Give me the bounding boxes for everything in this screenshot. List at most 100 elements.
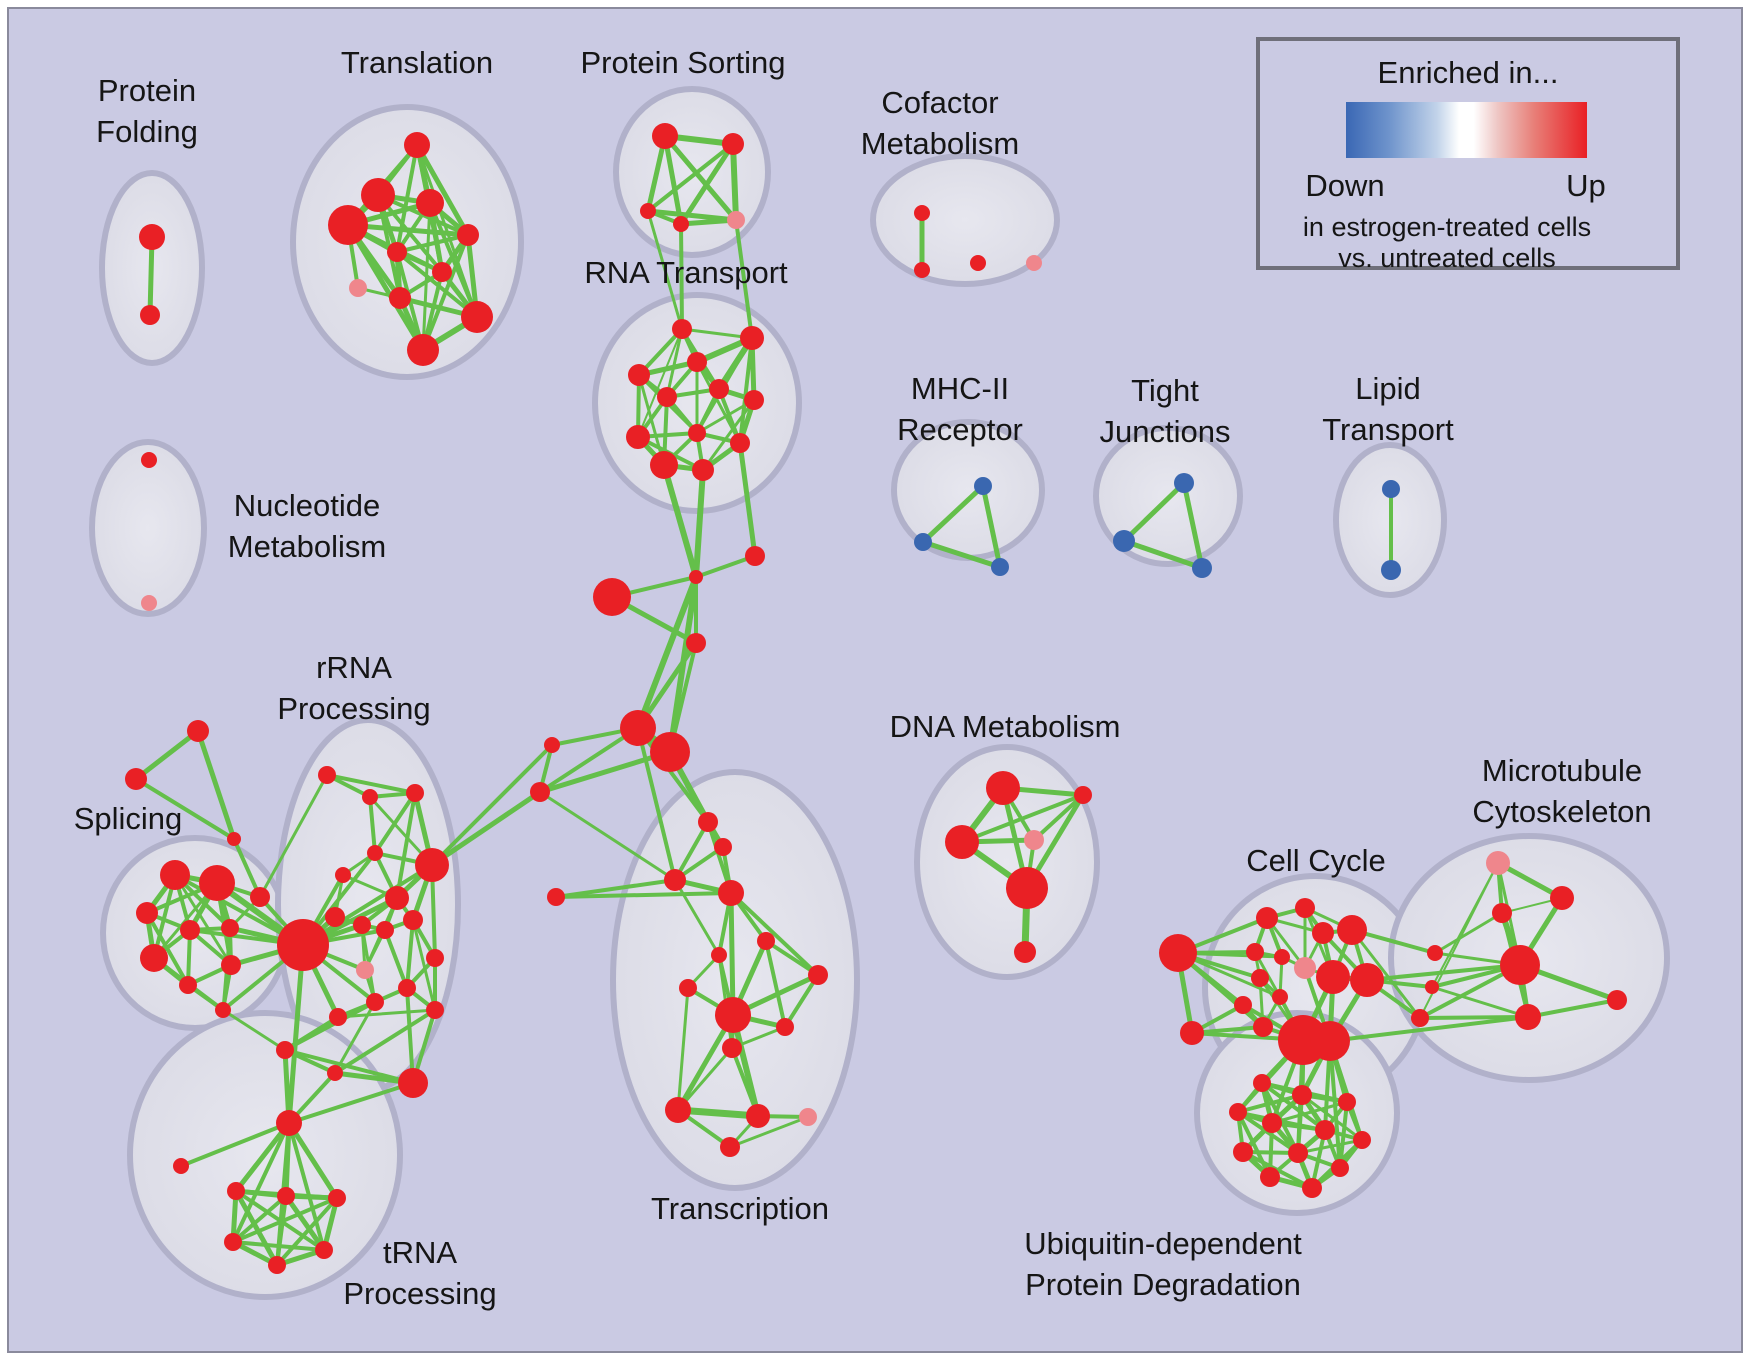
node-red	[416, 189, 444, 217]
node-red	[353, 916, 371, 934]
edge	[695, 398, 756, 435]
node-red	[1607, 990, 1627, 1010]
cluster-label-cofactor-metabolism: Cofactor	[881, 85, 998, 120]
node-red	[329, 1008, 347, 1026]
node-red	[746, 1104, 770, 1128]
node-blue	[974, 477, 992, 495]
cluster-ellipse-protein-sorting	[613, 86, 771, 258]
node-red	[722, 133, 744, 155]
node-pink	[727, 211, 745, 229]
node-red	[398, 1068, 428, 1098]
edge	[233, 1120, 292, 1194]
node-red	[687, 352, 707, 372]
edge	[662, 133, 739, 223]
cluster-label-rna-transport: RNA Transport	[584, 255, 788, 290]
node-red	[141, 452, 157, 468]
node-red	[376, 921, 394, 939]
edge	[1121, 480, 1187, 544]
node-red	[224, 1233, 242, 1251]
edge	[646, 209, 684, 331]
node-red	[1014, 941, 1036, 963]
node-blue	[991, 558, 1009, 576]
legend: Enriched in... Down Up in estrogen-treat…	[1256, 37, 1680, 273]
node-red	[403, 910, 423, 930]
edge	[738, 336, 754, 445]
node-red	[315, 1241, 333, 1259]
legend-up-label: Up	[1566, 168, 1606, 203]
edge	[730, 1046, 760, 1118]
edge	[646, 142, 735, 213]
cluster-label-cell-cycle: Cell Cycle	[1246, 843, 1386, 878]
node-red	[1246, 943, 1264, 961]
node-red	[221, 955, 241, 975]
edge	[764, 939, 820, 977]
edge	[231, 1194, 288, 1244]
node-red	[657, 387, 677, 407]
node-red	[136, 902, 158, 924]
cluster-label-dna-metabolism: DNA Metabolism	[890, 709, 1121, 744]
node-red	[808, 965, 828, 985]
node-red	[406, 784, 424, 802]
node-red	[426, 1001, 444, 1019]
node-red	[1425, 980, 1439, 994]
node-red	[250, 887, 270, 907]
node-red	[1515, 1004, 1541, 1030]
node-red	[757, 932, 775, 950]
node-red	[361, 178, 395, 212]
edge	[231, 1121, 291, 1244]
edge	[405, 918, 415, 990]
node-red	[688, 424, 706, 442]
node-red	[1492, 903, 1512, 923]
edge	[537, 749, 673, 795]
node-red	[1295, 898, 1315, 918]
node-red	[1074, 786, 1092, 804]
node-red	[1427, 945, 1443, 961]
edge	[430, 743, 554, 867]
node-red	[325, 907, 345, 927]
edge	[678, 141, 736, 227]
node-red	[1262, 1113, 1282, 1133]
node-red	[740, 326, 764, 350]
node-red	[328, 205, 368, 245]
edge	[1300, 1093, 1364, 1142]
node-blue	[1192, 558, 1212, 578]
node-red	[986, 771, 1020, 805]
edge	[233, 1188, 280, 1268]
cluster-label-rrna-processing: rRNA	[316, 650, 392, 685]
node-red	[1312, 922, 1334, 944]
edge	[729, 891, 820, 977]
cluster-label-mhc-ii-receptor: Receptor	[897, 412, 1023, 447]
edge	[673, 820, 710, 882]
cluster-label-protein-folding: Folding	[96, 114, 198, 149]
edge	[635, 574, 699, 731]
node-red	[367, 845, 383, 861]
cluster-label-microtubule-cytoskeleton: Microtubule	[1482, 753, 1642, 788]
node-red	[389, 287, 411, 309]
edge	[373, 791, 417, 855]
node-red	[650, 732, 690, 772]
node-red	[776, 1018, 794, 1036]
node-red	[179, 976, 197, 994]
edge	[258, 773, 329, 899]
edge	[737, 440, 758, 559]
node-pink	[349, 279, 367, 297]
node-red	[914, 262, 930, 278]
cluster-label-translation: Translation	[341, 45, 493, 80]
node-red	[335, 867, 351, 883]
node-red	[227, 832, 241, 846]
edge	[286, 942, 306, 1126]
node-red	[1353, 1131, 1371, 1149]
cluster-label-ubiquitin-dependent-protein-degradation: Ubiquitin-dependent	[1024, 1226, 1302, 1261]
node-red	[1180, 1021, 1204, 1045]
node-red	[718, 880, 744, 906]
edge	[980, 483, 1003, 570]
edge	[333, 1008, 437, 1075]
cluster-label-cofactor-metabolism: Metabolism	[861, 126, 1020, 161]
node-blue	[914, 533, 932, 551]
node-red	[318, 766, 336, 784]
cluster-label-lipid-transport: Transport	[1322, 412, 1454, 447]
node-red	[1256, 907, 1278, 929]
edge	[1236, 1093, 1304, 1114]
node-red	[709, 379, 729, 399]
